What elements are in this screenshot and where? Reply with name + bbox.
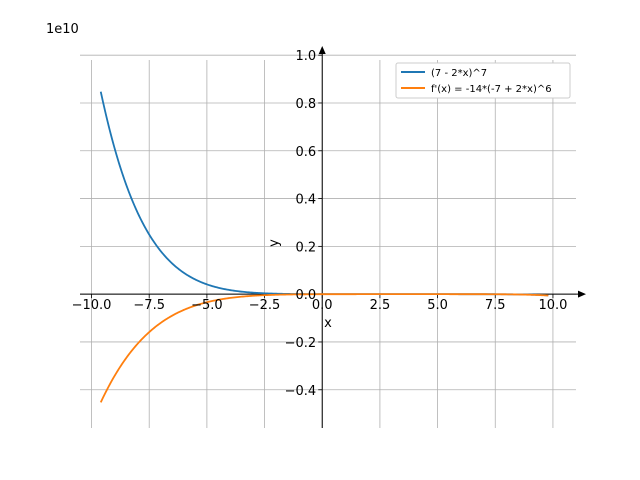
legend-label-series-2: f'(x) = -14*(-7 + 2*x)^6 [431,84,552,95]
series-line-2 [99,293,549,403]
legend-label-series-1: (7 - 2*x)^7 [431,68,487,79]
legend-box [395,62,571,99]
y-axis-label: y [267,239,282,247]
y-tick-label: −0.4 [285,384,317,399]
x-tick-label: −2.5 [249,298,281,313]
y-tick-label: 0.6 [296,145,317,160]
y-axis-arrow [318,46,326,54]
x-tick-label: −7.5 [133,298,165,313]
y-tick-label: 0.0 [296,288,317,303]
x-axis-label: x [324,316,332,331]
x-tick-label: 7.5 [485,298,506,313]
y-tick-label: −0.2 [285,336,317,351]
x-tick-label: 2.5 [370,298,391,313]
y-tick-label: 0.4 [296,193,317,208]
legend: (7 - 2*x)^7 f'(x) = -14*(-7 + 2*x)^6 [395,62,571,99]
x-tick-label: 5.0 [427,298,448,313]
y-tick-label: 0.8 [296,97,317,112]
y-tick-label: 1.0 [296,49,317,64]
x-tick-label: −10.0 [72,298,112,313]
x-tick-label: 0.0 [312,298,333,313]
series-line-1 [99,91,549,297]
x-axis-arrow [578,290,586,298]
y-tick-label: 0.2 [296,240,317,255]
x-tick-label: −5.0 [191,298,223,313]
x-tick-label: 10.0 [538,298,567,313]
series-lines [99,91,549,403]
tick-labels: −10.0 −7.5 −5.0 −2.5 0.0 2.5 5.0 7.5 10.0 −0.4 −0.… [72,49,568,399]
y-scale-label: 1e10 [46,22,79,37]
